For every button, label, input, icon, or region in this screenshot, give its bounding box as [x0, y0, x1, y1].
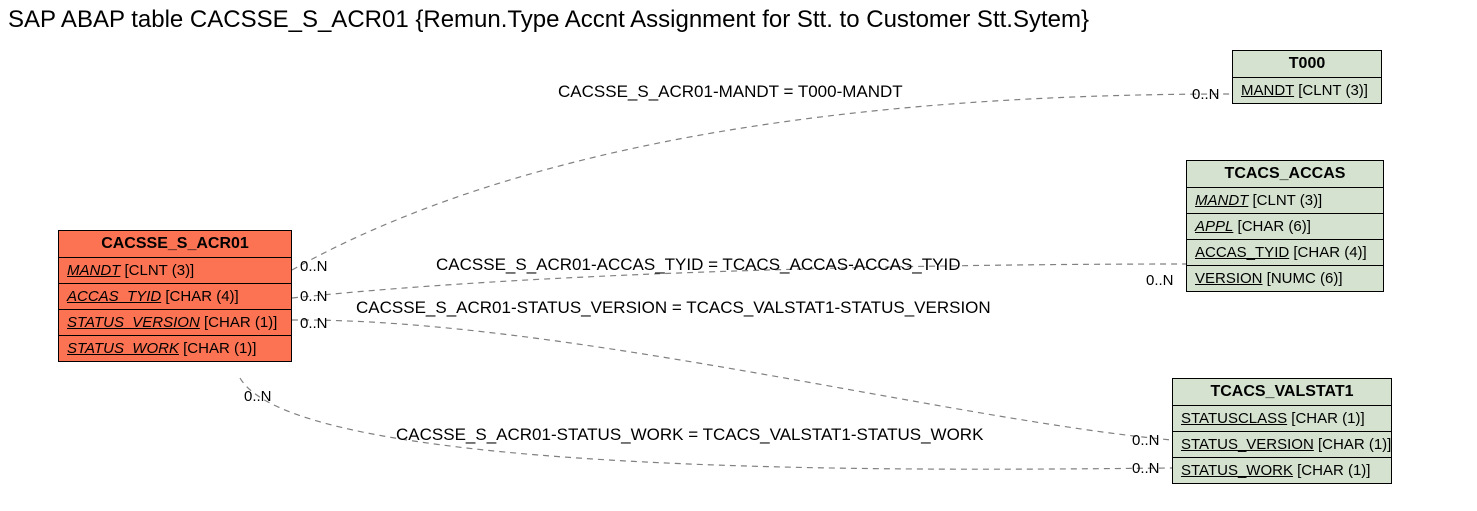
entity-field: VERSION [NUMC (6)]: [1187, 266, 1383, 291]
cardinality-to: 0..N: [1132, 460, 1160, 477]
entity-field: STATUSCLASS [CHAR (1)]: [1173, 406, 1391, 432]
entity-tcacs-valstat1: TCACS_VALSTAT1 STATUSCLASS [CHAR (1)]STA…: [1172, 378, 1392, 484]
entity-field: STATUS_WORK [CHAR (1)]: [1173, 458, 1391, 483]
entity-t000: T000 MANDT [CLNT (3)]: [1232, 50, 1382, 104]
edge-label: CACSSE_S_ACR01-STATUS_VERSION = TCACS_VA…: [356, 298, 991, 318]
cardinality-from: 0..N: [300, 258, 328, 275]
edge-label: CACSSE_S_ACR01-MANDT = T000-MANDT: [558, 82, 903, 102]
cardinality-from: 0..N: [244, 388, 272, 405]
entity-header: TCACS_VALSTAT1: [1173, 379, 1391, 406]
entity-field: MANDT [CLNT (3)]: [1233, 78, 1381, 103]
entity-field: STATUS_WORK [CHAR (1)]: [59, 336, 291, 361]
entity-tcacs-accas: TCACS_ACCAS MANDT [CLNT (3)]APPL [CHAR (…: [1186, 160, 1384, 292]
entity-field: MANDT [CLNT (3)]: [59, 258, 291, 284]
entity-header: TCACS_ACCAS: [1187, 161, 1383, 188]
cardinality-to: 0..N: [1146, 272, 1174, 289]
entity-field: STATUS_VERSION [CHAR (1)]: [59, 310, 291, 336]
entity-header: CACSSE_S_ACR01: [59, 231, 291, 258]
page-title: SAP ABAP table CACSSE_S_ACR01 {Remun.Typ…: [8, 6, 1089, 34]
entity-field: APPL [CHAR (6)]: [1187, 214, 1383, 240]
entity-field: ACCAS_TYID [CHAR (4)]: [59, 284, 291, 310]
cardinality-from: 0..N: [300, 315, 328, 332]
entity-field: MANDT [CLNT (3)]: [1187, 188, 1383, 214]
entity-cacsse-s-acr01: CACSSE_S_ACR01 MANDT [CLNT (3)]ACCAS_TYI…: [58, 230, 292, 362]
cardinality-to: 0..N: [1132, 432, 1160, 449]
entity-header: T000: [1233, 51, 1381, 78]
entity-field: ACCAS_TYID [CHAR (4)]: [1187, 240, 1383, 266]
edge-label: CACSSE_S_ACR01-STATUS_WORK = TCACS_VALST…: [396, 425, 983, 445]
cardinality-from: 0..N: [300, 288, 328, 305]
edge-label: CACSSE_S_ACR01-ACCAS_TYID = TCACS_ACCAS-…: [436, 255, 961, 275]
cardinality-to: 0..N: [1192, 86, 1220, 103]
entity-field: STATUS_VERSION [CHAR (1)]: [1173, 432, 1391, 458]
